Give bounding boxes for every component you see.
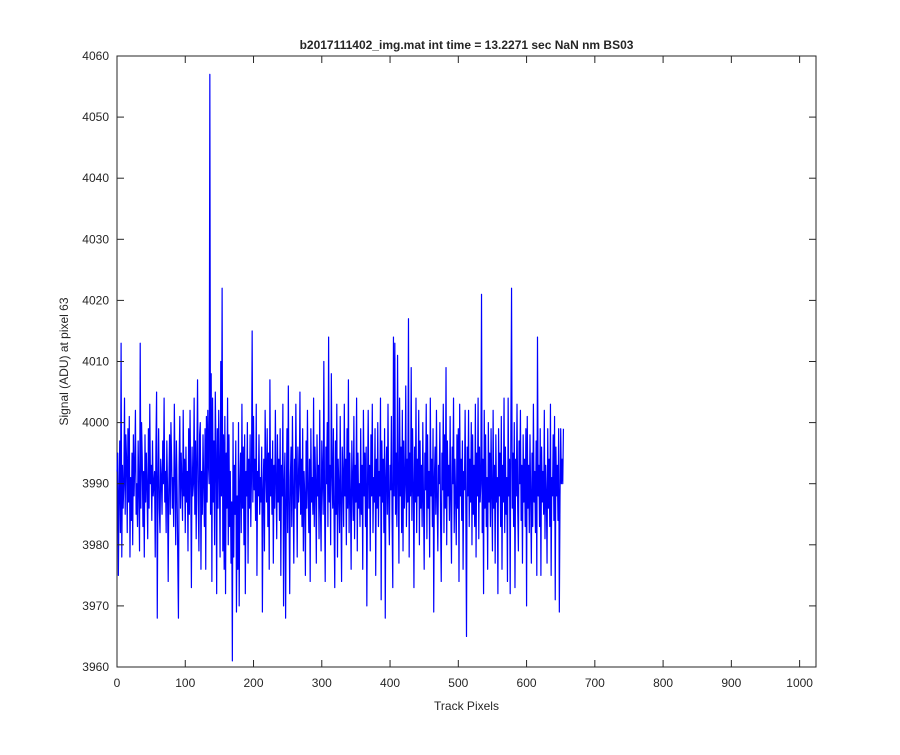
x-tick-label: 800 xyxy=(653,676,673,690)
series-layer xyxy=(116,73,565,662)
x-tick-label: 1000 xyxy=(786,676,813,690)
x-tick-label: 400 xyxy=(380,676,400,690)
x-tick-label: 100 xyxy=(175,676,195,690)
y-tick-label: 4010 xyxy=(82,355,109,369)
y-tick-label: 4020 xyxy=(82,293,109,307)
x-tick-label: 900 xyxy=(721,676,741,690)
x-tick-label: 0 xyxy=(114,676,121,690)
x-tick-label: 600 xyxy=(517,676,537,690)
y-tick-label: 4000 xyxy=(82,416,109,430)
y-axis-label: Signal (ADU) at pixel 63 xyxy=(57,297,71,425)
y-tick-label: 3960 xyxy=(82,660,109,674)
y-tick-label: 3970 xyxy=(82,599,109,613)
x-tick-label: 200 xyxy=(244,676,264,690)
y-tick-label: 3980 xyxy=(82,538,109,552)
x-tick-label: 700 xyxy=(585,676,605,690)
y-tick-label: 3990 xyxy=(82,477,109,491)
x-tick-label: 500 xyxy=(448,676,468,690)
y-tick-label: 4030 xyxy=(82,232,109,246)
ticks-layer: 0 100 200 300 400 500 600 700 800 900 1000 3960 3970… xyxy=(82,49,816,690)
x-tick-label: 300 xyxy=(312,676,332,690)
y-tick-label: 4040 xyxy=(82,171,109,185)
y-tick-label: 4060 xyxy=(82,49,109,63)
series-line-0 xyxy=(116,73,565,662)
chart-title: b2017111402_img.mat int time = 13.2271 s… xyxy=(300,38,634,52)
x-axis-label: Track Pixels xyxy=(434,699,499,713)
y-tick-label: 4050 xyxy=(82,110,109,124)
